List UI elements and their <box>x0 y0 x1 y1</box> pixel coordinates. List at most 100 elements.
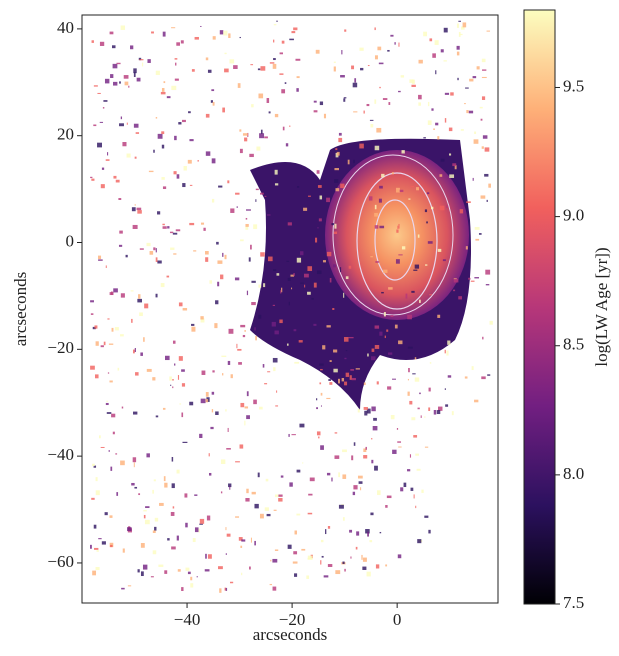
speck <box>410 185 415 188</box>
speck <box>113 81 118 86</box>
speck <box>161 144 165 149</box>
speck <box>139 248 144 250</box>
speck <box>98 255 102 260</box>
speck <box>153 247 156 251</box>
speck <box>320 368 323 371</box>
speck <box>318 436 320 439</box>
speck <box>263 283 266 288</box>
speck <box>311 297 314 300</box>
speck <box>465 246 468 250</box>
speck <box>473 139 479 144</box>
speck <box>288 301 290 306</box>
speck <box>307 555 313 560</box>
speck <box>343 97 347 99</box>
speck <box>443 60 447 62</box>
speck <box>326 472 331 476</box>
speck <box>374 225 379 229</box>
speck <box>110 74 114 78</box>
speck <box>376 127 382 133</box>
speck <box>374 344 380 349</box>
speck <box>474 277 480 279</box>
speck <box>248 257 251 262</box>
speck <box>316 398 318 401</box>
speck <box>220 491 223 494</box>
speck <box>316 270 322 275</box>
speck <box>260 192 264 195</box>
speck <box>488 183 491 188</box>
speck <box>335 570 341 575</box>
speck <box>134 204 136 206</box>
speck <box>116 492 119 496</box>
speck <box>351 377 356 381</box>
speck <box>160 283 165 288</box>
speck <box>191 69 195 72</box>
speck <box>138 493 141 496</box>
speck <box>381 291 384 294</box>
speck <box>412 373 416 375</box>
speck <box>115 179 120 183</box>
speck <box>178 302 183 307</box>
speck <box>274 183 279 186</box>
speck <box>481 96 486 100</box>
speck <box>181 383 186 387</box>
y-axis-label: arcseconds <box>11 272 30 347</box>
speck <box>319 382 322 385</box>
speck <box>155 117 158 119</box>
speck <box>130 290 134 292</box>
speck <box>237 348 242 351</box>
speck <box>470 280 475 282</box>
speck <box>174 363 176 366</box>
speck <box>171 546 176 550</box>
speck <box>217 281 220 287</box>
speck <box>315 237 318 243</box>
speck <box>102 107 105 109</box>
speck <box>371 459 374 464</box>
speck <box>222 107 225 113</box>
speck <box>427 101 430 107</box>
speck <box>301 548 306 551</box>
speck <box>397 441 402 443</box>
speck <box>397 554 402 559</box>
speck <box>475 238 480 241</box>
speck <box>205 553 207 559</box>
speck <box>316 431 321 436</box>
speck <box>397 225 399 229</box>
speck <box>334 179 339 183</box>
speck <box>157 211 161 215</box>
speck <box>329 277 332 283</box>
speck <box>338 137 343 143</box>
speck <box>313 110 318 113</box>
speck <box>181 369 185 372</box>
speck <box>193 250 197 252</box>
speck <box>443 27 448 33</box>
speck <box>474 226 480 230</box>
speck <box>103 100 108 102</box>
speck <box>119 230 123 234</box>
speck <box>185 522 188 528</box>
speck <box>134 486 138 489</box>
speck <box>152 530 156 533</box>
speck <box>486 199 488 202</box>
speck <box>342 449 347 453</box>
speck <box>90 544 92 549</box>
speck <box>355 368 360 370</box>
speck <box>210 426 214 430</box>
speck <box>136 77 141 82</box>
speck <box>403 482 407 488</box>
speck <box>456 45 460 50</box>
speck <box>327 564 333 567</box>
speck <box>372 425 378 431</box>
speck <box>370 438 373 440</box>
speck <box>185 567 190 571</box>
speck <box>335 188 340 192</box>
speck <box>152 550 157 555</box>
speck <box>120 116 123 120</box>
speck <box>140 571 144 577</box>
speck <box>242 334 246 338</box>
speck <box>105 265 107 269</box>
speck <box>229 485 231 490</box>
speck <box>235 192 240 195</box>
speck <box>395 259 400 264</box>
speck <box>408 368 410 373</box>
speck <box>240 402 245 408</box>
